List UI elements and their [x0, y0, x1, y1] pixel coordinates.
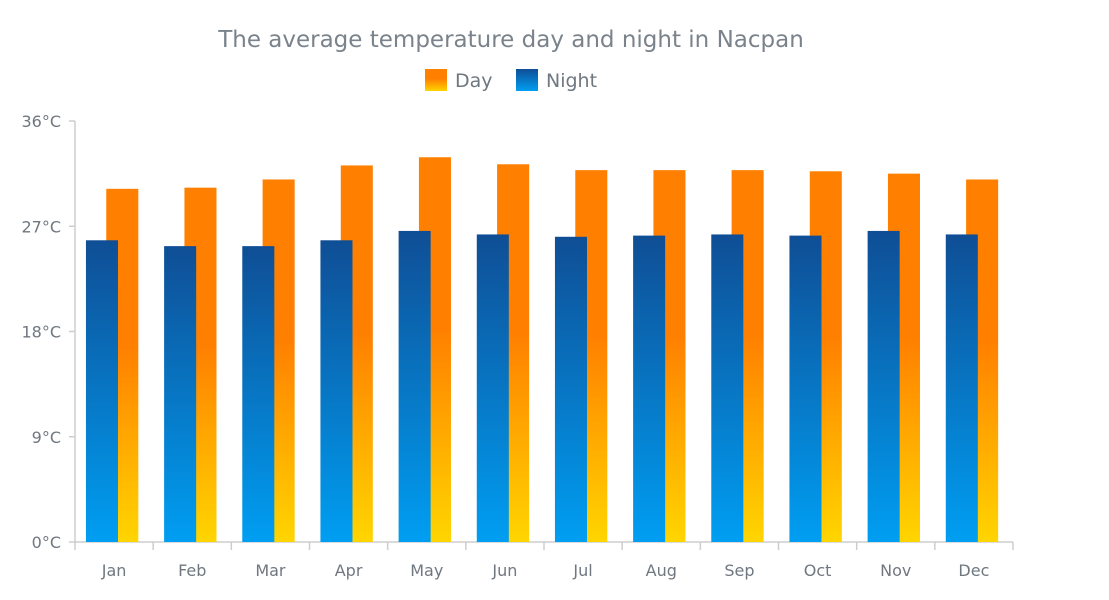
legend-swatch-day	[425, 69, 447, 91]
bar-night-jun[interactable]	[476, 234, 509, 543]
y-tick-label: 9°C	[32, 428, 61, 447]
chart-title: The average temperature day and night in…	[217, 27, 804, 53]
bar-night-nov[interactable]	[867, 230, 900, 542]
bar-night-oct[interactable]	[789, 235, 822, 542]
bar-night-may[interactable]	[398, 230, 431, 542]
y-tick-label: 36°C	[21, 112, 61, 131]
x-tick-label: Dec	[958, 561, 989, 580]
bars	[85, 157, 999, 543]
bar-night-sep[interactable]	[711, 234, 744, 543]
y-tick-label: 18°C	[21, 323, 61, 342]
x-tick-label: Apr	[335, 561, 363, 580]
legend-label-night: Night	[546, 70, 597, 92]
bar-night-dec[interactable]	[945, 234, 978, 543]
bar-night-aug[interactable]	[633, 235, 666, 542]
x-tick-label: May	[410, 561, 443, 580]
x-tick-label: Feb	[178, 561, 206, 580]
y-tick-label: 27°C	[21, 217, 61, 236]
bar-night-jul[interactable]	[554, 236, 587, 542]
legend-label-day: Day	[455, 70, 493, 92]
bar-night-apr[interactable]	[320, 240, 353, 543]
x-tick-label: Aug	[646, 561, 677, 580]
x-axis: Jan Feb Mar Apr May Jun Jul Aug Sep Oct Nov Dec	[74, 541, 1014, 580]
legend: Day Night	[425, 69, 597, 92]
legend-swatch-night	[516, 69, 538, 91]
x-tick-label: Jan	[101, 561, 127, 580]
x-tick-label: Jun	[491, 561, 517, 580]
x-tick-label: Oct	[804, 561, 832, 580]
x-tick-label: Nov	[880, 561, 911, 580]
bar-night-mar[interactable]	[242, 246, 275, 542]
bar-night-jan[interactable]	[85, 240, 118, 543]
y-axis: 0°C 9°C 18°C 27°C 36°C	[21, 112, 76, 552]
y-tick-label: 0°C	[32, 533, 61, 552]
x-tick-label: Sep	[724, 561, 754, 580]
bar-night-feb[interactable]	[164, 246, 197, 542]
x-tick-label: Mar	[255, 561, 286, 580]
x-tick-label: Jul	[572, 561, 592, 580]
